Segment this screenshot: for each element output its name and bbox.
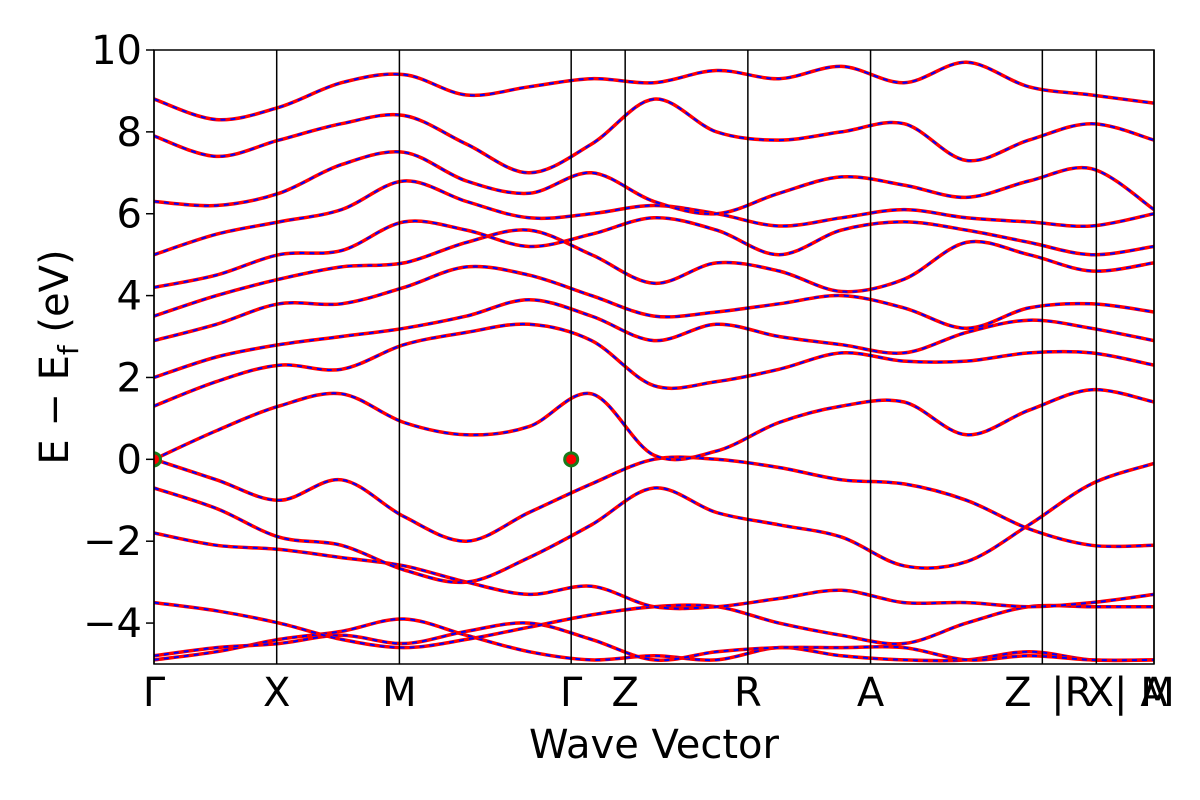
y-tick-label-1: −2 [83, 519, 142, 565]
band-solid-9 [154, 264, 1154, 343]
plot-frame [153, 49, 1155, 665]
x-ticks: Γ X M Γ Z R A Z |RX| MA [143, 670, 1175, 716]
x-axis-label: Wave Vector [529, 722, 780, 768]
band-solid-5 [154, 455, 1154, 549]
x-tick-label-8: |R [1051, 670, 1092, 716]
y-axis-label-main: E − E [32, 355, 78, 465]
band-dashed-3 [154, 532, 1154, 610]
y-axis-label-sub: f [52, 344, 85, 355]
svg-text:E − Ef (eV): E − Ef (eV) [32, 249, 85, 464]
x-tick-label-4: Z [611, 670, 638, 716]
bands-layer [154, 60, 1154, 663]
band-dashed-5 [154, 456, 1154, 548]
fermi-markers [154, 451, 580, 468]
band-dashed-8 [154, 298, 1154, 379]
x-tick-label-10: A [1140, 670, 1168, 716]
band-solid-7 [154, 322, 1154, 408]
y-tick-label-3: 2 [117, 355, 142, 401]
band-dashed-2 [154, 601, 1154, 649]
band-solid-4 [154, 461, 1154, 585]
band-dashed-13 [154, 150, 1154, 215]
y-tick-label-2: 0 [117, 437, 142, 483]
y-axis-label-unit: (eV) [32, 249, 78, 345]
x-tick-label-3: Γ [560, 670, 583, 716]
y-tick-label-5: 6 [117, 192, 142, 238]
y-tick-label-4: 4 [117, 274, 142, 320]
vbm-marker-1 [566, 454, 577, 465]
y-tick-label-0: −4 [83, 601, 142, 647]
y-tick-label-7: 10 [91, 28, 142, 74]
band-solid-14 [154, 97, 1154, 175]
band-dashed-1 [154, 621, 1154, 662]
band-dashed-4 [154, 462, 1154, 584]
band-dashed-9 [154, 265, 1154, 342]
x-tick-label-9: X| M [1087, 670, 1175, 716]
vbm-marker-0 [154, 454, 159, 465]
band-solid-6 [154, 387, 1154, 462]
band-dashed-12 [154, 179, 1154, 256]
x-tick-label-6: A [857, 670, 885, 716]
band-solid-3 [154, 531, 1154, 611]
band-dashed-15 [154, 61, 1154, 121]
y-ticks: −4 −2 0 2 4 6 8 10 [83, 28, 154, 647]
band-dashed-11 [154, 216, 1154, 289]
band-dashed-10 [154, 228, 1154, 318]
x-tick-label-1: X [263, 670, 290, 716]
band-dashed-6 [154, 388, 1154, 461]
x-tick-label-2: M [382, 670, 417, 716]
y-tick-label-6: 8 [117, 110, 142, 156]
x-tick-label-7: Z [1004, 670, 1031, 716]
x-tick-label-0: Γ [143, 670, 166, 716]
x-tick-label-5: R [734, 670, 762, 716]
band-solid-15 [154, 60, 1154, 122]
band-dashed-14 [154, 98, 1154, 174]
y-axis-label: E − Ef (eV) [32, 249, 85, 464]
